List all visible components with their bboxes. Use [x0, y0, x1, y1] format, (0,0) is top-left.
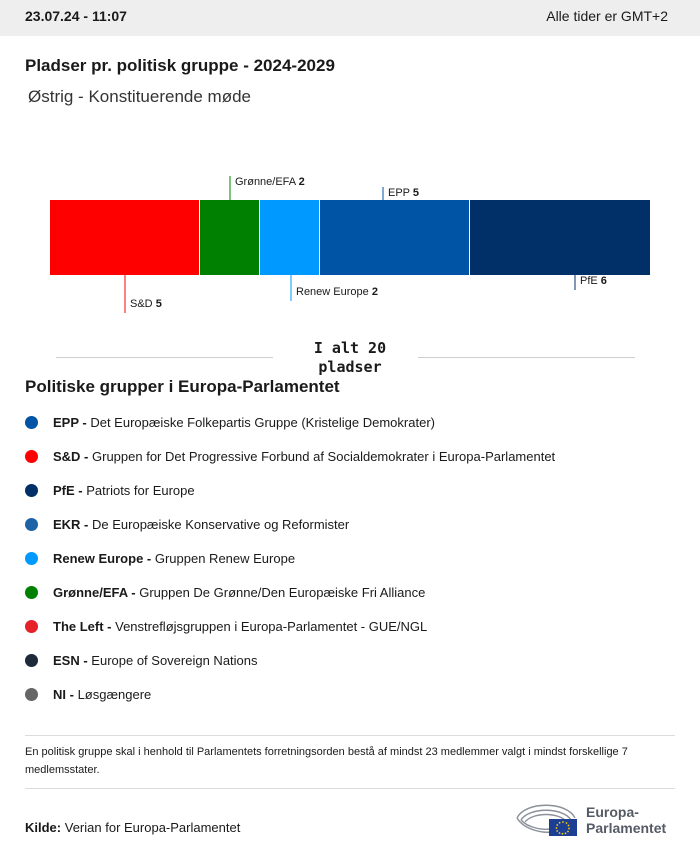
- legend-abbr: EKR -: [53, 516, 92, 532]
- legend-item: S&D - Gruppen for Det Progressive Forbun…: [25, 439, 685, 473]
- legend-dot-icon: [25, 653, 38, 667]
- legend-name: Gruppen for Det Progressive Forbund af S…: [92, 448, 556, 464]
- legend-name: Gruppen De Grønne/Den Europæiske Fri All…: [139, 584, 426, 600]
- legend-abbr: ESN -: [53, 652, 92, 668]
- legend-abbr: EPP -: [53, 414, 91, 430]
- legend-dot-icon: [25, 687, 38, 701]
- legend-item: NI - Løsgængere: [25, 677, 685, 711]
- bar-segment-renew-europe: [260, 200, 319, 275]
- source-label: Kilde:: [25, 820, 62, 835]
- bar-label-s-d: S&D 5: [130, 298, 162, 310]
- legend-dot-icon: [25, 517, 38, 531]
- bar-label-gr-nne-efa: Grønne/EFA 2: [235, 176, 305, 188]
- divider-bottom: [25, 788, 675, 789]
- bar-label-epp: EPP 5: [388, 187, 419, 199]
- page-title: Pladser pr. politisk gruppe - 2024-2029: [25, 56, 335, 75]
- bar-label-renew-europe: Renew Europe 2: [296, 286, 378, 298]
- timezone-note: Alle tider er GMT+2: [546, 8, 668, 24]
- legend-dot-icon: [25, 585, 38, 599]
- bar-segment-gr-nne-efa: [200, 200, 259, 275]
- legend-abbr: Grønne/EFA -: [53, 584, 140, 600]
- legend-dot-icon: [25, 449, 38, 463]
- legend-name: Det Europæiske Folkepartis Gruppe (Krist…: [90, 414, 435, 430]
- european-parliament-logo-icon: [516, 804, 577, 836]
- legend-item: The Left - Venstrefløjsgruppen i Europa-…: [25, 609, 685, 643]
- legend-dot-icon: [25, 551, 38, 565]
- legend-abbr: The Left -: [53, 618, 116, 634]
- legend-name: Løsgængere: [77, 686, 152, 702]
- total-divider-left: [56, 357, 273, 358]
- legend-abbr: Renew Europe -: [53, 550, 155, 566]
- legend-item: EPP - Det Europæiske Folkepartis Gruppe …: [25, 405, 685, 439]
- update-datetime: 23.07.24 - 11:07: [25, 8, 127, 24]
- group-legend: EPP - Det Europæiske Folkepartis Gruppe …: [25, 405, 685, 711]
- legend-item: EKR - De Europæiske Konservative og Refo…: [25, 507, 685, 541]
- legend-dot-icon: [25, 483, 38, 497]
- source-text: Verian for Europa-Parlamentet: [64, 820, 241, 835]
- legend-item: PfE - Patriots for Europe: [25, 473, 685, 507]
- legend-title: Politiske grupper i Europa-Parlamentet: [25, 377, 340, 396]
- seats-stacked-bar-chart: S&D 5 Grønne/EFA 2 Renew Europe 2 EPP 5 PfE …: [50, 176, 650, 313]
- total-divider-right: [418, 357, 635, 358]
- bar-label-pfe: PfE 6: [580, 275, 607, 287]
- bar-segment-s-d: [50, 200, 199, 275]
- bar-segment-pfe: [470, 200, 650, 275]
- legend-item: ESN - Europe of Sovereign Nations: [25, 643, 685, 677]
- total-seats-label: I alt 20 pladser: [313, 339, 387, 376]
- legend-item: Renew Europe - Gruppen Renew Europe: [25, 541, 685, 575]
- legend-name: Patriots for Europe: [86, 482, 195, 498]
- legend-abbr: NI -: [53, 686, 78, 702]
- legend-name: De Europæiske Konservative og Reformiste…: [92, 516, 350, 532]
- legend-name: Europe of Sovereign Nations: [91, 652, 258, 668]
- page-subtitle: Østrig - Konstituerende møde: [28, 87, 251, 106]
- logo-line-1: Europa-: [586, 804, 639, 820]
- top-bar: 23.07.24 - 11:07 Alle tider er GMT+2: [0, 0, 700, 36]
- footnote: En politisk gruppe skal i henhold til Pa…: [25, 746, 628, 776]
- bar-segment-epp: [320, 200, 469, 275]
- legend-name: Venstrefløjsgruppen i Europa-Parlamentet…: [115, 618, 428, 634]
- legend-abbr: PfE -: [53, 482, 87, 498]
- legend-name: Gruppen Renew Europe: [154, 550, 296, 566]
- source-line: Kilde: Verian for Europa-Parlamentet: [25, 820, 240, 835]
- logo-wordmark: Europa- Parlamentet: [586, 804, 666, 836]
- divider-top: [25, 735, 675, 736]
- legend-dot-icon: [25, 619, 38, 633]
- legend-item: Grønne/EFA - Gruppen De Grønne/Den Europ…: [25, 575, 685, 609]
- logo-line-2: Parlamentet: [586, 820, 667, 836]
- legend-dot-icon: [25, 415, 38, 429]
- legend-abbr: S&D -: [53, 448, 92, 464]
